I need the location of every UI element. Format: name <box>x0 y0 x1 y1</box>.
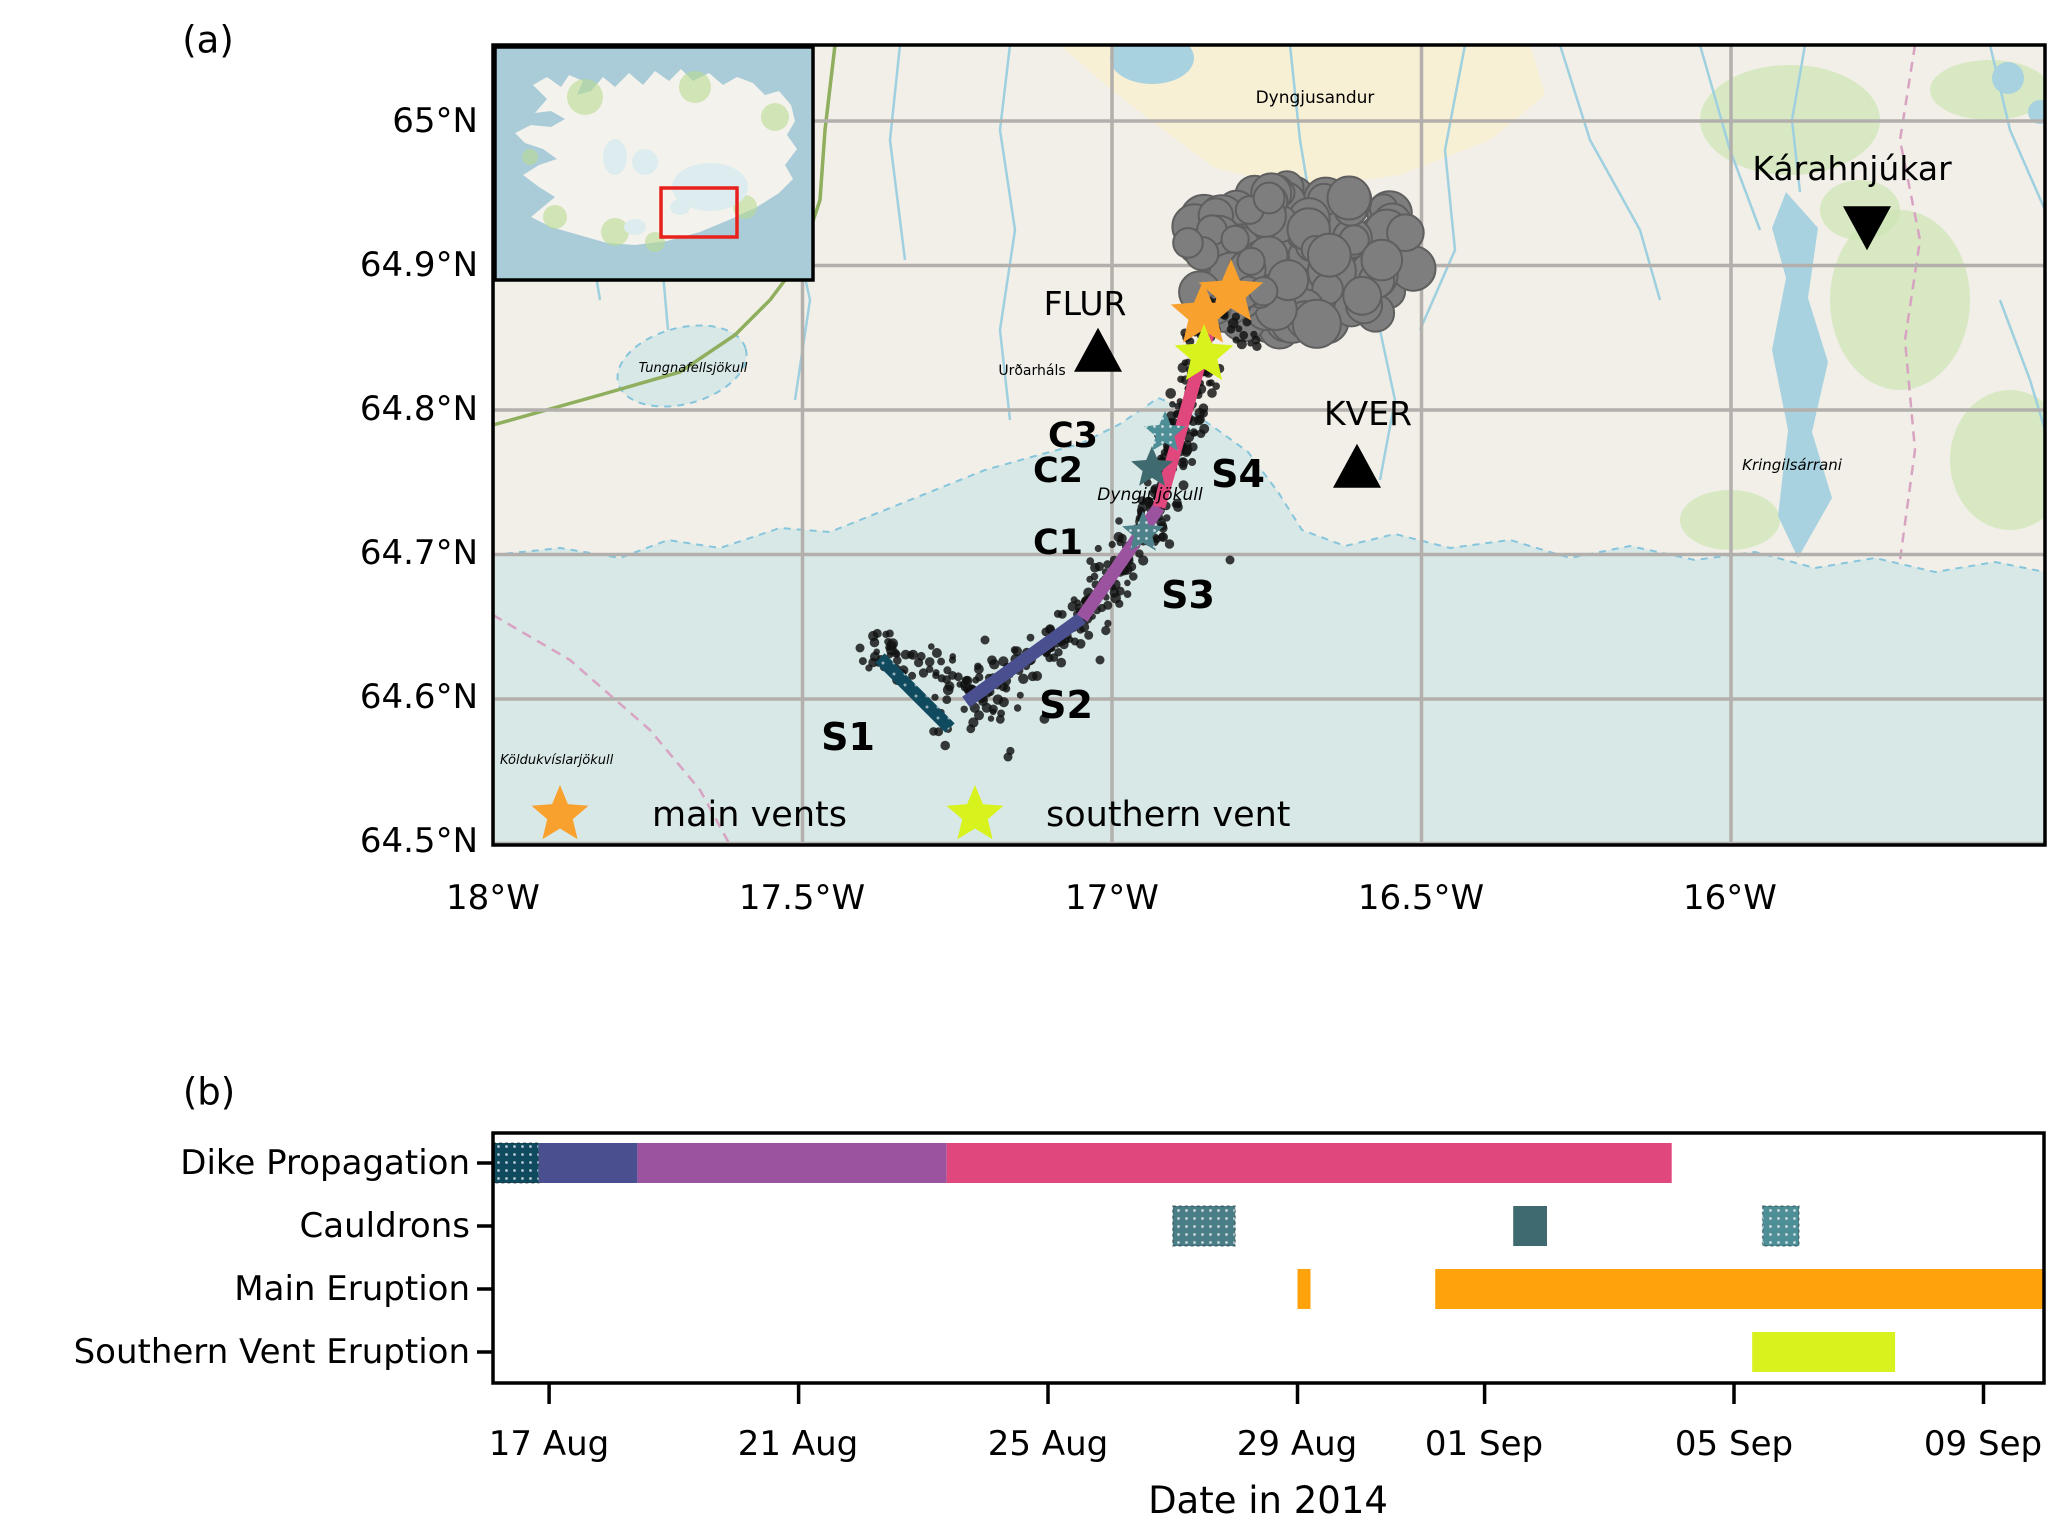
gantt-bar-S3 <box>637 1143 947 1183</box>
lon-tick: 17.5°W <box>739 878 865 918</box>
date-tick: 17 Aug <box>489 1424 609 1464</box>
gantt-x-tick-labels: 17 Aug 21 Aug 25 Aug 29 Aug 01 Sep 05 Se… <box>489 1424 2042 1464</box>
gantt-bar-S2 <box>538 1143 638 1183</box>
row-label-cauldrons: Cauldrons <box>300 1206 470 1246</box>
cauldron-label-c1: C1 <box>1033 523 1083 563</box>
place-name: Urðarháls <box>998 363 1065 379</box>
gantt-bar-first-eruption <box>1297 1269 1311 1309</box>
row-label-southern-vent-eruption: Southern Vent Eruption <box>74 1332 470 1372</box>
cauldron-label-c3: C3 <box>1048 416 1098 456</box>
inset-border <box>493 45 815 282</box>
station-label-flur: FLUR <box>1044 284 1127 323</box>
date-tick: 09 Sep <box>1924 1424 2042 1464</box>
main-vent-star <box>1170 281 1236 343</box>
station-triangle-kver <box>1333 443 1381 488</box>
row-label-dike-propagation: Dike Propagation <box>180 1143 470 1183</box>
legend-star-southern-vent <box>946 785 1004 840</box>
map-legend: main vents southern vent <box>652 795 1291 835</box>
segment-label-s1: S1 <box>821 715 875 759</box>
inset-extent-rectangle <box>659 186 739 239</box>
legend-label-main-vents: main vents <box>652 795 847 835</box>
map-place-names: Dyngjusandur Dyngjujökull Urðarháls Krin… <box>500 88 1843 768</box>
map-frame <box>491 43 2047 847</box>
date-tick: 01 Sep <box>1425 1424 1543 1464</box>
date-tick: 29 Aug <box>1237 1424 1357 1464</box>
x-axis-title: Date in 2014 <box>1148 1479 1388 1521</box>
gantt-bar-C2 <box>1513 1206 1547 1246</box>
southern-vent-star <box>1174 324 1234 381</box>
row-label-main-eruption: Main Eruption <box>234 1269 470 1309</box>
map-lon-tick-labels: 18°W 17.5°W 17°W 16.5°W 16°W <box>446 878 1777 918</box>
date-tick: 21 Aug <box>738 1424 858 1464</box>
cauldron-star-c2 <box>1131 446 1173 486</box>
timeline-panel: Dike Propagation Cauldrons Main Eruption… <box>74 1131 2046 1521</box>
legend-star-main-vents <box>531 785 589 840</box>
station-triangle-karahnjukar <box>1843 206 1891 251</box>
gantt-bars <box>493 1142 2044 1372</box>
inset-map <box>493 45 815 282</box>
date-tick: 25 Aug <box>988 1424 1108 1464</box>
legend-label-southern-vent: southern vent <box>1046 795 1291 835</box>
map-panel: 65°N 64.9°N 64.8°N 64.7°N 64.6°N 64.5°N … <box>360 43 2047 918</box>
place-name: Kringilsárrani <box>1742 456 1843 474</box>
lat-tick: 64.8°N <box>360 389 478 429</box>
place-name: Dyngjujökull <box>1097 485 1203 505</box>
gantt-tick-marks <box>477 1161 1986 1404</box>
segment-label-s2: S2 <box>1039 683 1093 727</box>
station-label-karahnjukar: Kárahnjúkar <box>1752 149 1952 188</box>
panel-label-b: (b) <box>183 1071 235 1114</box>
lat-tick: 64.9°N <box>360 245 478 285</box>
place-name: Dyngjusandur <box>1256 88 1375 108</box>
gantt-frame <box>491 1131 2046 1385</box>
lat-tick: 65°N <box>392 101 478 141</box>
panel-label-a: (a) <box>182 19 234 62</box>
map-lat-tick-labels: 65°N 64.9°N 64.8°N 64.7°N 64.6°N 64.5°N <box>360 101 478 861</box>
gantt-bar-S4 <box>946 1143 1672 1183</box>
place-name: Tungnafellsjökull <box>639 361 748 376</box>
gantt-bar-main-eruption <box>1435 1269 2044 1309</box>
lat-tick: 64.5°N <box>360 821 478 861</box>
lon-tick: 16.5°W <box>1358 878 1484 918</box>
segment-label-s4: S4 <box>1211 452 1265 496</box>
cauldron-label-c2: C2 <box>1033 451 1083 491</box>
station-triangle-flur <box>1074 327 1122 372</box>
map-markers <box>531 206 1891 840</box>
gantt-bar-southern-vent-eruption <box>1752 1332 1896 1372</box>
lat-tick: 64.7°N <box>360 533 478 573</box>
lon-tick: 16°W <box>1683 878 1777 918</box>
main-vent-star <box>1198 259 1264 321</box>
station-label-kver: KVER <box>1324 394 1412 433</box>
lon-tick: 17°W <box>1065 878 1159 918</box>
segment-label-s3: S3 <box>1161 573 1215 617</box>
date-tick: 05 Sep <box>1675 1424 1793 1464</box>
lon-tick: 18°W <box>446 878 540 918</box>
lat-tick: 64.6°N <box>360 677 478 717</box>
place-name: Köldukvíslarjökull <box>500 753 614 768</box>
